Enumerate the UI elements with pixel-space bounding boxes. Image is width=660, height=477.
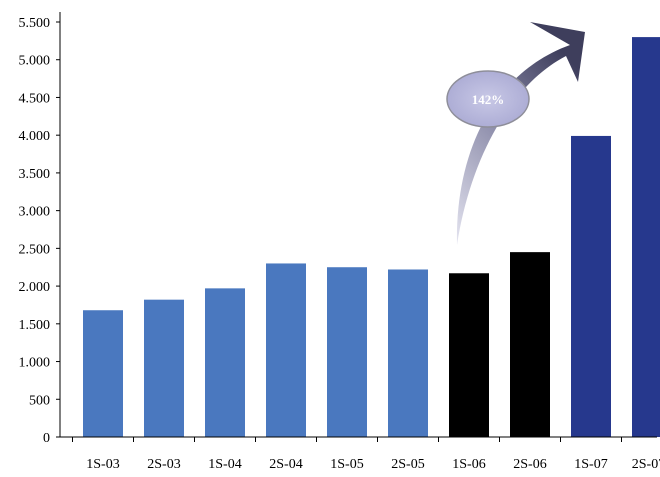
y-tick-label: 3.500: [19, 167, 51, 182]
x-tick-label: 1S-05: [330, 457, 363, 472]
y-tick-label: 5.000: [19, 54, 51, 69]
bar-1s-04: [205, 288, 245, 437]
x-tick-label: 2S-05: [391, 457, 424, 472]
y-tick-label: 2.000: [19, 280, 51, 295]
growth-arrow-icon: [457, 22, 585, 245]
y-tick-label: 1.500: [19, 318, 51, 333]
bar-1s-07: [571, 136, 611, 437]
y-tick-label: 5.500: [19, 16, 51, 31]
bar-2s-04: [266, 263, 306, 437]
x-tick-label: 2S-07*: [632, 457, 660, 472]
bar-2s-03: [144, 300, 184, 437]
x-tick-label: 2S-06: [513, 457, 546, 472]
x-tick-label: 1S-03: [86, 457, 119, 472]
y-tick-label: 4.500: [19, 91, 51, 106]
y-tick-label: 0: [43, 431, 50, 446]
bars-layer: [83, 37, 660, 437]
x-tick-label: 1S-06: [452, 457, 485, 472]
bar-1s-05: [327, 267, 367, 437]
y-tick-label: 1.000: [19, 356, 51, 371]
bar-2s-05: [388, 269, 428, 437]
bar-2s-07: [632, 37, 660, 437]
y-tick-label: 500: [29, 393, 50, 408]
growth-badge-label: 142%: [472, 92, 505, 107]
x-tick-label: 2S-03: [147, 457, 180, 472]
bar-2s-06: [510, 252, 550, 437]
y-tick-label: 2.500: [19, 242, 51, 257]
growth-annotation: 142%: [447, 22, 585, 245]
bar-1s-03: [83, 310, 123, 437]
bar-1s-06: [449, 273, 489, 437]
x-tick-label: 1S-07: [574, 457, 607, 472]
y-tick-label: 4.000: [19, 129, 51, 144]
x-tick-label: 1S-04: [208, 457, 241, 472]
x-tick-label: 2S-04: [269, 457, 302, 472]
y-tick-label: 3.000: [19, 205, 51, 220]
